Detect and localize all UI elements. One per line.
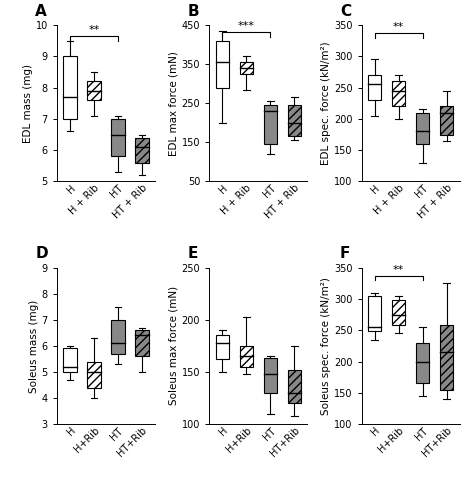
Text: A: A	[35, 3, 47, 18]
Bar	[64, 56, 77, 119]
Bar	[136, 330, 148, 356]
Y-axis label: EDL mass (mg): EDL mass (mg)	[23, 64, 33, 143]
Bar	[87, 362, 100, 388]
Bar	[416, 113, 429, 144]
Bar	[216, 40, 229, 87]
Bar	[368, 296, 381, 331]
Text: C: C	[340, 3, 351, 18]
Bar	[440, 106, 453, 135]
Text: ***: ***	[238, 21, 255, 31]
Text: D: D	[35, 247, 48, 261]
Bar	[392, 300, 405, 325]
Y-axis label: EDL spec. force (kN/m²): EDL spec. force (kN/m²)	[321, 41, 331, 165]
Y-axis label: EDL max force (mN): EDL max force (mN)	[169, 51, 179, 156]
Bar	[111, 119, 125, 157]
Bar	[136, 138, 148, 163]
Bar	[111, 320, 125, 354]
Bar	[288, 105, 301, 137]
Text: F: F	[340, 247, 350, 261]
Bar	[240, 62, 253, 74]
Bar	[264, 105, 277, 144]
Text: E: E	[188, 247, 198, 261]
Bar	[416, 343, 429, 383]
Y-axis label: Soleus mass (mg): Soleus mass (mg)	[29, 299, 39, 393]
Y-axis label: Soleus max force (mN): Soleus max force (mN)	[169, 286, 179, 406]
Bar	[288, 370, 301, 403]
Bar	[392, 81, 405, 106]
Bar	[216, 335, 229, 359]
Y-axis label: Soleus spec. force (kN/m²): Soleus spec. force (kN/m²)	[321, 277, 331, 415]
Bar	[368, 75, 381, 100]
Text: **: **	[393, 265, 404, 275]
Text: **: **	[393, 22, 404, 32]
Bar	[64, 348, 77, 372]
Bar	[440, 325, 453, 390]
Bar	[87, 81, 100, 100]
Bar	[264, 358, 277, 393]
Text: B: B	[188, 3, 199, 18]
Bar	[240, 346, 253, 367]
Text: **: **	[89, 25, 100, 35]
